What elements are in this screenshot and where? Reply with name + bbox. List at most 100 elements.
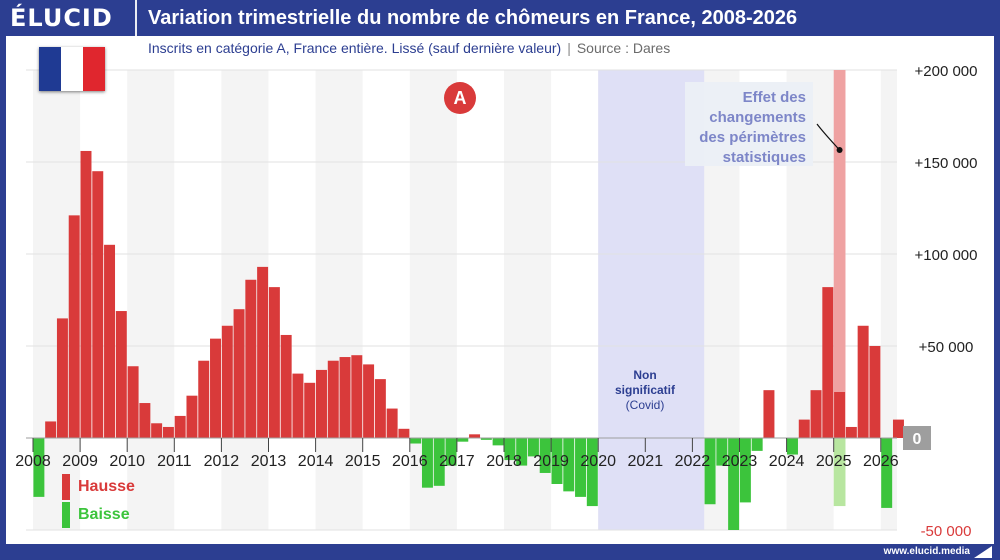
bar (751, 438, 763, 451)
bar (374, 379, 386, 438)
bar (575, 438, 587, 497)
chart-title: Variation trimestrielle du nombre de chô… (148, 7, 798, 29)
effet-bar-up (833, 70, 846, 438)
covid-annotation: Non significatif (Covid) (592, 368, 698, 413)
bar (45, 421, 57, 438)
bar (433, 438, 445, 486)
y-tick-label: +50 000 (919, 339, 974, 356)
france-flag-icon (39, 47, 105, 91)
subtitle-separator: | (567, 40, 571, 56)
x-tick-label: 2026 (863, 453, 899, 470)
effet-bar-down (833, 438, 846, 507)
bar (139, 403, 151, 438)
elucid-mark-icon (974, 546, 992, 558)
covid-annotation-line3: (Covid) (625, 398, 665, 412)
bar (339, 357, 351, 438)
bar (704, 438, 716, 505)
bar (716, 438, 728, 466)
x-tick-label: 2011 (157, 453, 192, 470)
covid-annotation-line2: significatif (614, 383, 675, 397)
bar (739, 438, 751, 503)
effet-annotation-box (685, 82, 813, 166)
bar (527, 438, 539, 457)
bar (892, 419, 904, 438)
x-tick-label: 2013 (251, 453, 287, 470)
bar (80, 150, 92, 438)
chart-badge: A (444, 82, 476, 114)
bar (221, 325, 233, 438)
bar (363, 364, 375, 438)
bar (421, 438, 433, 488)
y-tick-label: +100 000 (915, 247, 978, 264)
bar (551, 438, 563, 484)
bar (56, 318, 68, 438)
y-tick-label: -50 000 (921, 523, 972, 540)
bar (480, 438, 492, 440)
bar (763, 390, 775, 438)
source-text: Source : Dares (576, 40, 671, 56)
bar (469, 434, 481, 438)
x-tick-label: 2015 (345, 453, 381, 470)
bar (516, 438, 528, 466)
x-tick-label: 2008 (15, 453, 51, 470)
x-tick-label: 2020 (580, 453, 616, 470)
bar (233, 309, 245, 438)
x-tick-label: 2017 (439, 453, 475, 470)
x-tick-label: 2009 (62, 453, 98, 470)
bar (539, 438, 551, 473)
legend-label-baisse: Baisse (78, 506, 130, 523)
bar (257, 266, 269, 438)
x-tick-label: 2016 (392, 453, 428, 470)
x-tick-label: 2022 (675, 453, 711, 470)
bar (115, 311, 127, 438)
bar (445, 438, 457, 466)
effet-annotation: Effet des changements des périmètres sta… (699, 89, 806, 166)
bar (798, 419, 810, 438)
bar (245, 279, 257, 438)
bar (33, 438, 45, 497)
y-tick-label: 0 (913, 431, 922, 448)
bar (834, 392, 846, 438)
bar (92, 171, 104, 438)
x-tick-label: 2025 (816, 453, 852, 470)
bar (162, 426, 174, 438)
header-bar: ÉLUCID Variation trimestrielle du nombre… (0, 0, 1000, 36)
bar (351, 355, 363, 438)
effet-pointer (816, 123, 841, 151)
y-tick-label: +150 000 (915, 155, 978, 172)
x-tick-label: 2010 (109, 453, 145, 470)
bar (127, 366, 139, 438)
x-tick-label: 2019 (533, 453, 569, 470)
bar (728, 438, 740, 530)
subtitle: Inscrits en catégorie A, France entière.… (148, 39, 670, 57)
x-tick-label: 2018 (486, 453, 522, 470)
bar (787, 438, 798, 455)
bar (398, 428, 410, 438)
legend-label-hausse: Hausse (78, 478, 135, 495)
bar (292, 373, 304, 438)
bar (857, 325, 869, 438)
flag-white-stripe (61, 47, 83, 91)
bar (327, 360, 339, 438)
bar (492, 438, 504, 446)
footer-url: www.elucid.media (883, 546, 970, 557)
bar (210, 338, 221, 438)
effet-pointer-dot (836, 147, 843, 153)
subtitle-text: Inscrits en catégorie A, France entière.… (148, 40, 562, 56)
logo: ÉLUCID (10, 4, 113, 32)
x-tick-label: 2012 (204, 453, 240, 470)
bar (822, 287, 834, 438)
bar (845, 426, 857, 438)
zero-box (903, 426, 931, 450)
bar (198, 360, 210, 438)
flag-blue-stripe (39, 47, 61, 91)
bar (869, 346, 881, 438)
bar (881, 438, 893, 508)
year-band-2010 (127, 70, 175, 530)
year-band-2026 (880, 70, 897, 530)
x-tick-label: 2023 (722, 453, 758, 470)
legend-swatch-baisse (62, 502, 70, 528)
logo-separator (135, 0, 137, 36)
x-tick-label: 2021 (628, 453, 664, 470)
